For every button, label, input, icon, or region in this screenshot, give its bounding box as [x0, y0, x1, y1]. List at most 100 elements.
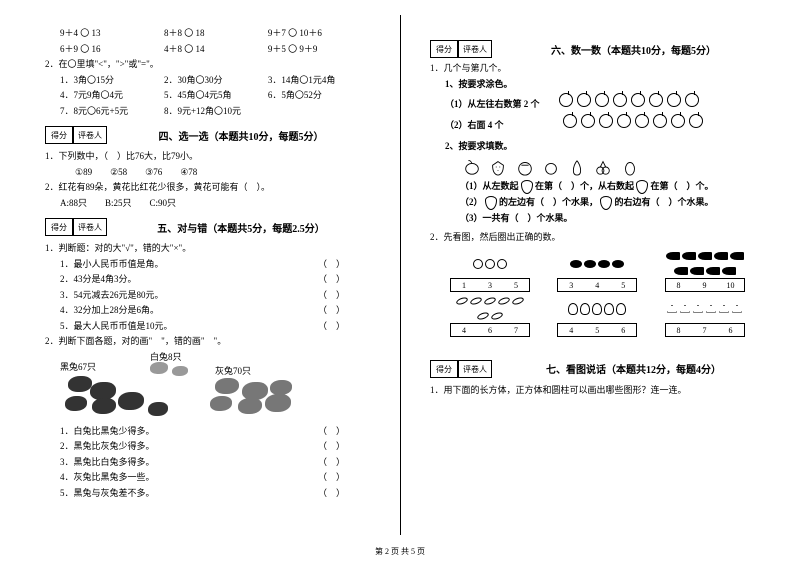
- compare-row: 6＋9 〇 16 4＋8 〇 14 9＋5 〇 9＋9: [45, 43, 375, 57]
- card-cell: 135: [450, 250, 557, 292]
- apple-icon: [635, 114, 649, 128]
- num: 5: [610, 279, 636, 291]
- s6p2: 2．先看图，然后圈出正确的数。: [430, 231, 775, 245]
- apple-icon: [649, 93, 663, 107]
- s5q1: 1．判断题：对的大"√"，错的大"×"。: [45, 242, 375, 256]
- s5q1-item: 4．32分加上28分是6角。 （ ）: [45, 304, 375, 318]
- q2-row: 1．3角〇15分 2．30角〇30分 3．14角〇1元4角: [45, 74, 375, 88]
- triangle-icon: [732, 305, 742, 313]
- flower-icon: [485, 259, 495, 269]
- feather-icon: [511, 296, 524, 306]
- fruit-icon: [542, 157, 560, 177]
- s5q2-item: 1．白兔比黑兔少得多。（ ）: [45, 425, 375, 439]
- item-text: 1．最小人民币币值是角。: [60, 259, 164, 269]
- card-num: 345: [557, 278, 637, 292]
- apple-icon: [667, 93, 681, 107]
- item-text: 2．黑兔比灰兔少得多。: [60, 441, 155, 451]
- feather-icon: [490, 311, 503, 321]
- fish-icon: [706, 267, 720, 275]
- cmp-cell: 8＋8 〇 18: [164, 27, 268, 41]
- answer-paren: （ ）: [318, 471, 345, 485]
- answer-paren: （ ）: [318, 304, 345, 318]
- card-img: [557, 295, 637, 323]
- fish-icon: [666, 252, 680, 260]
- num: 7: [692, 324, 718, 336]
- card-num: 467: [450, 323, 530, 337]
- item-text: 1．白兔比黑兔少得多。: [60, 426, 155, 436]
- grader-box: 评卷人: [458, 40, 492, 58]
- apple-icon: [689, 114, 703, 128]
- q2-cell: [268, 105, 372, 119]
- fruit-icon: [568, 157, 586, 177]
- cmp-cell: 4＋8 〇 14: [164, 43, 268, 57]
- item-text: 4．32分加上28分是6角。: [60, 305, 159, 315]
- section5-title: 五、对与错（本题共5分，每题2.5分）: [107, 220, 375, 235]
- fish-icon: [674, 267, 688, 275]
- num: 6: [610, 324, 636, 336]
- bee-icon: [612, 260, 624, 268]
- num: 5: [503, 279, 529, 291]
- score-box: 得分: [45, 126, 73, 144]
- compare-row: 9＋4 〇 13 8＋8 〇 18 9＋7 〇 10＋6: [45, 27, 375, 41]
- num: 4: [451, 324, 477, 336]
- s5q2-item: 2．黑兔比灰兔少得多。 （ ）: [45, 440, 375, 454]
- card-img: [450, 250, 530, 278]
- num: 5: [584, 324, 610, 336]
- strawberry-icon: [489, 157, 507, 177]
- apple-icon: [559, 93, 573, 107]
- num: 10: [718, 279, 744, 291]
- s4q1: 1．下列数中，（ ）比76大，比79小。: [45, 150, 375, 164]
- black-rabbit-label: 黑兔67只: [60, 360, 96, 373]
- answer-paren: （ ）: [318, 440, 345, 454]
- apple-row: [561, 120, 705, 130]
- num: 1: [451, 279, 477, 291]
- section6-header: 得分 评卷人 六、数一数（本题共10分，每题5分）: [430, 40, 775, 58]
- item-text: 3．黑兔比白兔多得多。: [60, 457, 155, 467]
- card-img: [450, 295, 530, 323]
- apple-icon: [617, 114, 631, 128]
- num: 6: [477, 324, 503, 336]
- s5q1-item: 1．最小人民币币值是角。（ ）: [45, 258, 375, 272]
- apple-icon: [595, 93, 609, 107]
- score-box: 得分: [430, 360, 458, 378]
- answer-paren: （ ）: [318, 289, 345, 303]
- q2-cell: 7．8元〇6元+5元: [60, 105, 164, 119]
- garlic-icon: [604, 303, 614, 315]
- garlic-icon: [592, 303, 602, 315]
- txt: 在第（ ）个，从右数起: [535, 181, 634, 191]
- txt: 在第（ ）个。: [651, 181, 714, 191]
- fruit-icon: [463, 157, 481, 177]
- num: 4: [584, 279, 610, 291]
- s4q2-opts: A:88只 B:25只 C:90只: [45, 197, 375, 211]
- strawberry-icon: [485, 196, 497, 210]
- section7-header: 得分 评卷人 七、看图说话（本题共12分，每题4分）: [430, 360, 775, 378]
- flower-icon: [497, 259, 507, 269]
- q2-cell: 5．45角〇4元5角: [164, 89, 268, 103]
- triangle-icon: [667, 305, 677, 313]
- s4q2: 2．红花有89朵，黄花比红花少很多，黄花可能有（ ）。: [45, 181, 375, 195]
- triangle-icon: [693, 305, 703, 313]
- strawberry-icon: [600, 196, 612, 210]
- s6q1a: 1、按要求涂色。: [430, 78, 775, 92]
- score-box: 得分: [430, 40, 458, 58]
- right-column: 得分 评卷人 六、数一数（本题共10分，每题5分） 1．几个与第几个。 1、按要…: [400, 0, 800, 565]
- item-text: 5．最大人民币币值是10元。: [60, 321, 173, 331]
- grader-box: 评卷人: [458, 360, 492, 378]
- answer-paren: （ ）: [318, 487, 345, 501]
- fruit-icon: [594, 157, 612, 177]
- fish-icon: [714, 252, 728, 260]
- q2-row: 7．8元〇6元+5元 8．9元+12角〇10元: [45, 105, 375, 119]
- fish-icon: [730, 252, 744, 260]
- fruit-icon: [621, 157, 639, 177]
- s6q2-1: （1）从左数起 在第（ ）个，从右数起 在第（ ）个。: [430, 180, 775, 194]
- q2-cell: 6．5角〇52分: [268, 89, 372, 103]
- card-grid: 135 345 8910 467 456: [450, 250, 775, 340]
- q2-row: 4．7元9角〇4元 5．45角〇4元5角 6．5角〇52分: [45, 89, 375, 103]
- card-cell: 345: [557, 250, 664, 292]
- s6q2-2: （2） 的左边有（ ）个水果， 的右边有（ ）个水果。: [430, 196, 775, 210]
- s5q2: 2．判断下面各题，对的画" "，错的画" "。: [45, 335, 375, 349]
- num: 3: [477, 279, 503, 291]
- s6q2: 2、按要求填数。: [430, 140, 775, 154]
- card-num: 135: [450, 278, 530, 292]
- fish-icon: [698, 252, 712, 260]
